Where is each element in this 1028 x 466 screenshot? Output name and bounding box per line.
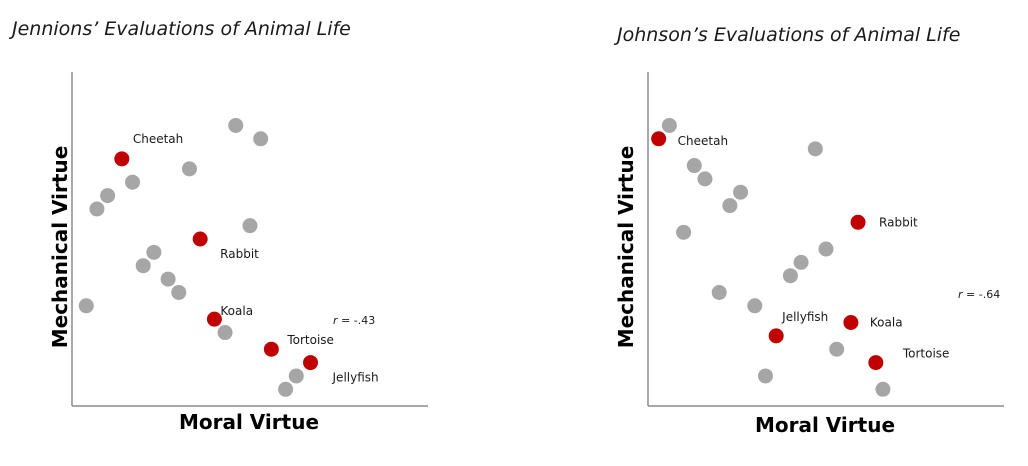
y-axis-label: Mechanical Virtue: [48, 146, 72, 349]
data-point-highlighted: [768, 328, 784, 344]
x-axis-label: Moral Virtue: [179, 410, 319, 434]
point-label: Jellyfish: [332, 371, 379, 385]
data-point: [288, 368, 304, 384]
point-label: Cheetah: [678, 134, 728, 148]
data-point: [100, 188, 116, 204]
point-label: Tortoise: [902, 347, 950, 361]
data-point: [228, 117, 244, 133]
data-point: [676, 224, 692, 240]
chart-title: Johnson’s Evaluations of Animal Life: [617, 24, 961, 46]
data-point: [818, 241, 834, 257]
scatter-plot-johnson: Cheetah Rabbit Koala Jellyfish Tortoise r = -…: [614, 72, 1004, 437]
data-point-highlighted: [114, 151, 130, 167]
data-point: [135, 258, 151, 274]
data-point: [171, 284, 187, 300]
data-point-highlighted: [850, 214, 866, 230]
point-label: Rabbit: [879, 215, 918, 229]
correlation-annotation: r = -.43: [333, 314, 375, 327]
data-point: [278, 381, 294, 397]
y-axis-label: Mechanical Virtue: [614, 146, 638, 349]
data-point-highlighted: [192, 231, 208, 247]
x-axis-label: Moral Virtue: [755, 413, 895, 437]
scatter-plot-jennions: Cheetah Rabbit Koala Tortoise Jellyfish r = -…: [48, 72, 428, 434]
chart-title: Jennions’ Evaluations of Animal Life: [12, 18, 351, 40]
point-label: Cheetah: [133, 132, 183, 146]
data-point: [89, 201, 105, 217]
data-point-highlighted: [651, 131, 667, 147]
data-point: [747, 298, 763, 314]
data-point: [125, 174, 141, 190]
data-point: [875, 381, 891, 397]
data-point: [661, 117, 677, 133]
data-point-highlighted: [843, 315, 859, 330]
data-point: [160, 271, 176, 287]
point-label: Jellyfish: [781, 310, 828, 324]
data-point: [829, 341, 845, 357]
point-label: Tortoise: [286, 333, 334, 347]
data-point: [253, 131, 269, 147]
data-point: [722, 198, 738, 214]
data-point: [181, 161, 197, 177]
data-point: [217, 325, 233, 341]
data-point: [807, 141, 823, 157]
data-point: [697, 171, 713, 187]
data-point-highlighted: [868, 355, 884, 371]
data-point: [146, 244, 162, 260]
data-point-highlighted: [303, 355, 319, 371]
data-point-highlighted: [263, 341, 279, 357]
data-point: [78, 298, 94, 314]
data-point: [782, 268, 798, 284]
data-point: [686, 158, 702, 174]
chart-panel-johnson: Johnson’s Evaluations of Animal Life Che…: [514, 0, 1028, 466]
point-label: Koala: [220, 304, 253, 318]
correlation-annotation: r = -.64: [958, 288, 1000, 301]
chart-panel-jennions: Jennions’ Evaluations of Animal Life Che…: [12, 18, 428, 434]
data-point: [757, 368, 773, 384]
point-label: Rabbit: [220, 247, 259, 261]
data-point: [242, 218, 258, 234]
point-label: Koala: [870, 316, 903, 330]
data-point: [733, 184, 749, 200]
data-point: [793, 254, 809, 270]
data-point: [711, 284, 727, 300]
data-point-highlighted: [206, 311, 222, 327]
